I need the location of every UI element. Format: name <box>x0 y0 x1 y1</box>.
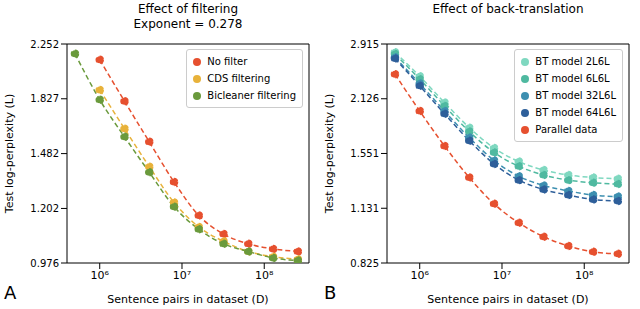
svg-text:2.126: 2.126 <box>350 93 379 104</box>
html-text:Parallel data: Parallel data <box>535 124 598 135</box>
html-text:CDS filtering: CDS filtering <box>207 73 271 84</box>
svg-text:1.551: 1.551 <box>350 148 379 159</box>
svg-text:10⁷: 10⁷ <box>173 269 191 282</box>
svg-text:Sentence pairs in dataset (D): Sentence pairs in dataset (D) <box>427 293 588 306</box>
svg-text:2.915: 2.915 <box>350 39 379 50</box>
html-text:BT model 32L6L: BT model 32L6L <box>535 90 616 101</box>
svg-text:10⁷: 10⁷ <box>493 269 511 282</box>
svg-text:1.827: 1.827 <box>30 93 59 104</box>
html-text:Bicleaner filtering: Bicleaner filtering <box>207 90 296 101</box>
svg-text:10⁸: 10⁸ <box>575 269 594 282</box>
html-text:A: A <box>4 282 17 303</box>
svg-text:1.482: 1.482 <box>30 148 59 159</box>
html-text:Effect of back-translation: Effect of back-translation <box>432 2 584 16</box>
svg-text:Test log-perplexity (L): Test log-perplexity (L) <box>323 94 336 214</box>
svg-text:10⁸: 10⁸ <box>255 269 274 282</box>
svg-text:1.131: 1.131 <box>350 203 379 214</box>
svg-text:2.252: 2.252 <box>30 39 59 50</box>
html-text:Exponent = 0.278: Exponent = 0.278 <box>133 17 243 31</box>
svg-text:Test log-perplexity (L): Test log-perplexity (L) <box>8 94 16 214</box>
html-text:Effect of filtering: Effect of filtering <box>137 2 239 16</box>
html-text:B: B <box>324 282 337 303</box>
html-text:BT model 6L6L: BT model 6L6L <box>535 73 610 84</box>
svg-text:0.825: 0.825 <box>350 258 379 269</box>
html-text:BT model 2L6L: BT model 2L6L <box>535 56 610 67</box>
svg-text:10⁶: 10⁶ <box>91 269 110 282</box>
svg-text:Sentence pairs in dataset (D): Sentence pairs in dataset (D) <box>107 293 268 306</box>
svg-text:0.976: 0.976 <box>30 258 59 269</box>
svg-text:1.202: 1.202 <box>30 203 59 214</box>
html-text:No filter: No filter <box>207 56 248 67</box>
html-text:BT model 64L6L: BT model 64L6L <box>535 107 616 118</box>
svg-text:10⁶: 10⁶ <box>411 269 430 282</box>
